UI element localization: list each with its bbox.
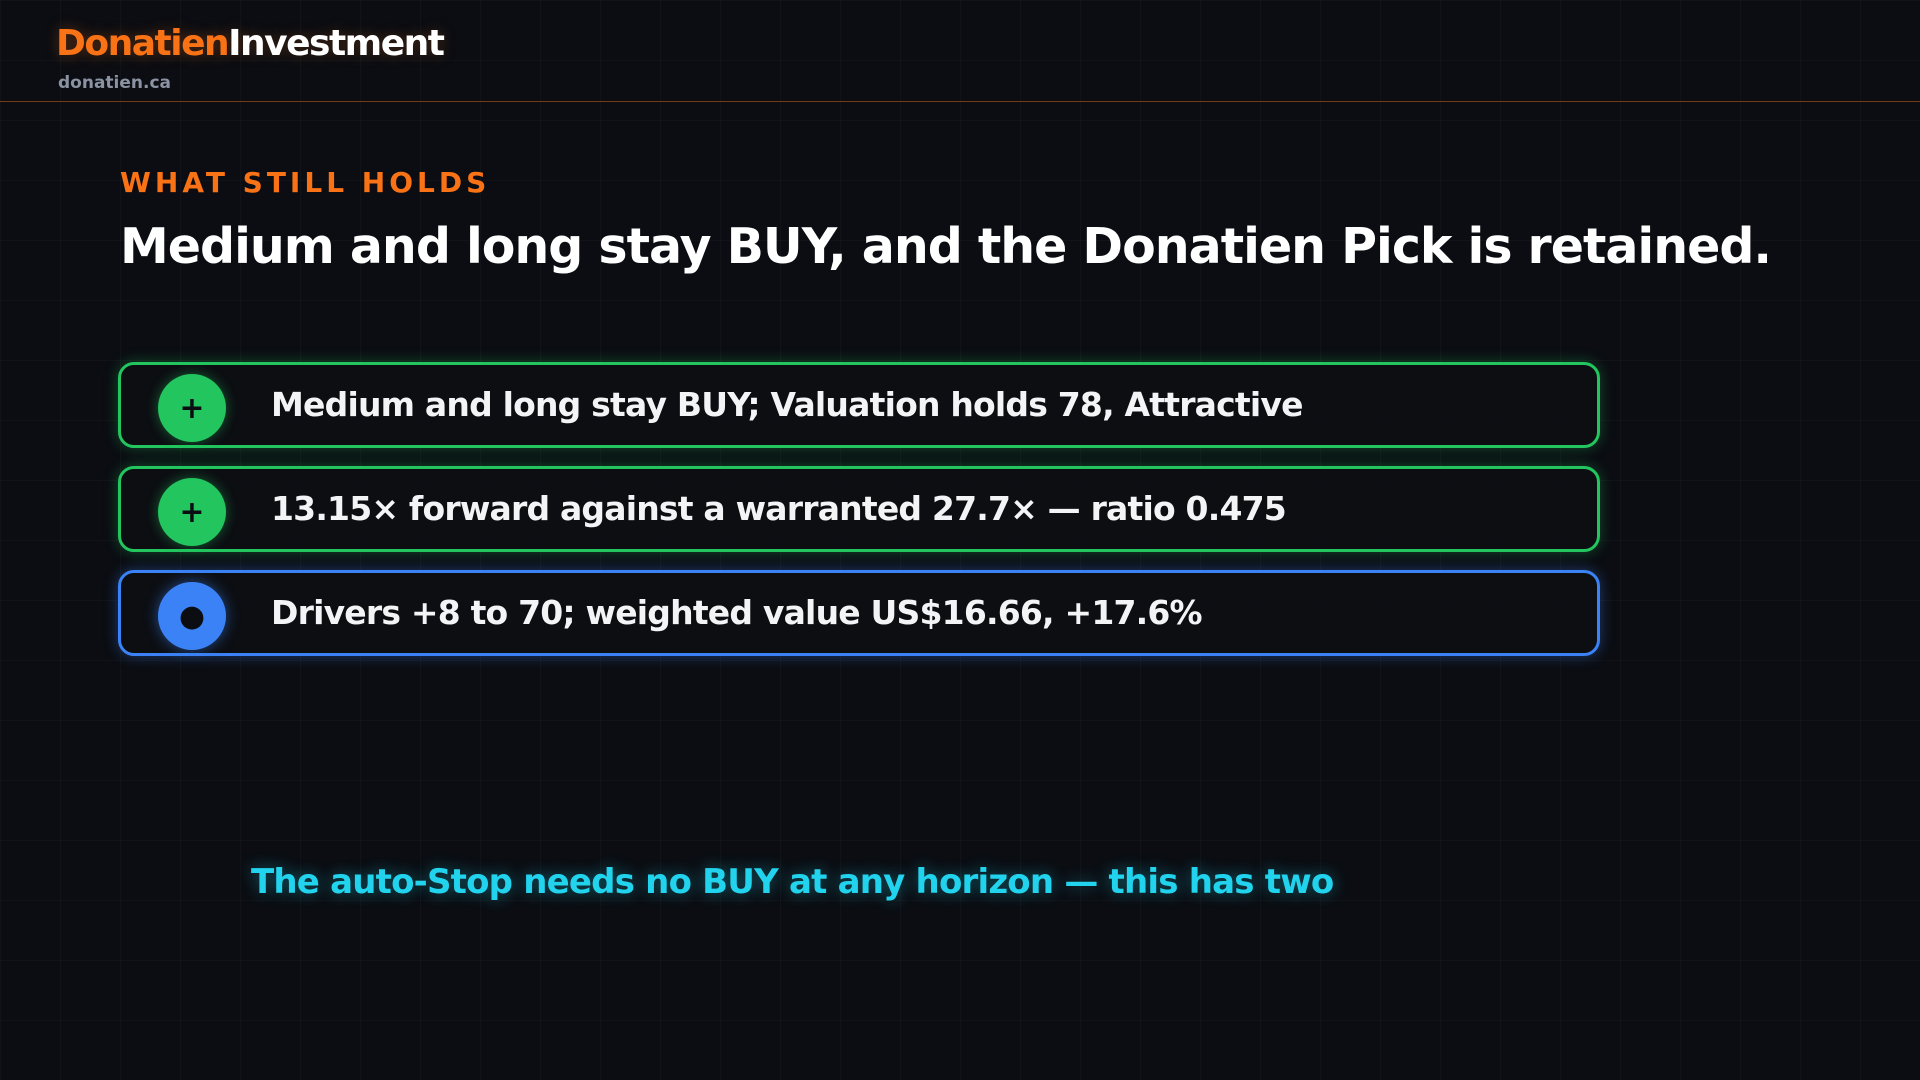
point-card-drivers: ● Drivers +8 to 70; weighted value US$16… bbox=[118, 570, 1600, 656]
brand-name-secondary: Investment bbox=[228, 23, 445, 64]
slide-headline: Medium and long stay BUY, and the Donati… bbox=[120, 218, 1772, 275]
point-text: 13.15× forward against a warranted 27.7×… bbox=[271, 489, 1287, 528]
brand-domain: donatien.ca bbox=[58, 73, 172, 93]
section-eyebrow: WHAT STILL HOLDS bbox=[120, 166, 491, 199]
slide-header: DonatienInvestment donatien.ca bbox=[0, 0, 1920, 102]
point-text: Drivers +8 to 70; weighted value US$16.6… bbox=[271, 593, 1203, 632]
plus-icon: + bbox=[158, 374, 226, 442]
brand-name-primary: Donatien bbox=[56, 23, 230, 64]
brand-logo: DonatienInvestment bbox=[56, 22, 445, 65]
plus-icon: + bbox=[158, 478, 226, 546]
point-card-valuation: + Medium and long stay BUY; Valuation ho… bbox=[118, 362, 1600, 448]
callout-text: The auto-Stop needs no BUY at any horizo… bbox=[251, 862, 1334, 902]
point-text: Medium and long stay BUY; Valuation hold… bbox=[271, 385, 1303, 424]
point-card-forward-multiple: + 13.15× forward against a warranted 27.… bbox=[118, 466, 1600, 552]
dot-icon: ● bbox=[158, 582, 226, 650]
